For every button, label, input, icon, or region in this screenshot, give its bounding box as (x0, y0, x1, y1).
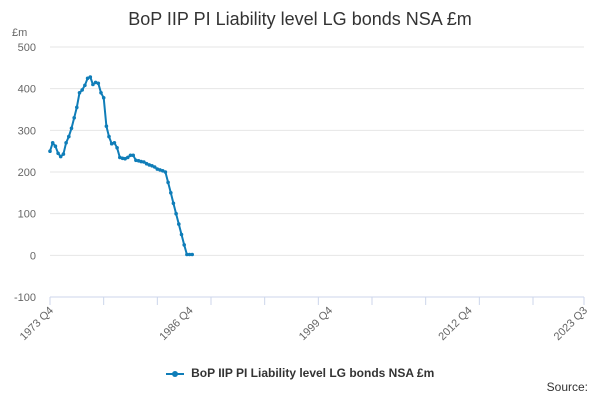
data-point (80, 88, 84, 92)
y-tick-label: -100 (14, 292, 36, 304)
y-tick-label: 500 (18, 42, 36, 54)
data-point (64, 141, 68, 145)
data-point (152, 165, 157, 169)
data-point (123, 156, 127, 161)
chart-title: BoP IIP PI Liability level LG bonds NSA … (128, 9, 472, 29)
y-tick-label: 300 (18, 125, 36, 137)
data-point (142, 160, 146, 164)
legend[interactable]: BoP IIP PI Liability level LG bonds NSA … (0, 366, 600, 380)
data-point (91, 82, 95, 87)
y-axis: £m 500 400 300 200 100 0 -100 (12, 27, 36, 304)
data-point (112, 141, 117, 145)
y-tick-label: 100 (18, 209, 36, 221)
data-point (177, 222, 181, 226)
data-point (128, 153, 133, 158)
x-tick-label: 1986 Q4 (157, 305, 195, 343)
data-point (190, 252, 194, 257)
data-point (58, 154, 63, 159)
y-axis-unit-label: £m (12, 27, 27, 39)
data-point (126, 155, 130, 160)
legend-label: BoP IIP PI Liability level LG bonds NSA … (191, 366, 435, 380)
data-point (163, 170, 168, 174)
series-layer (48, 75, 194, 257)
data-point (171, 201, 176, 206)
data-point (118, 155, 122, 160)
data-point (85, 76, 90, 81)
data-point (67, 134, 71, 139)
source-label: Source: (546, 380, 588, 394)
data-point (115, 146, 119, 150)
data-point (101, 96, 106, 100)
data-point (93, 80, 98, 85)
data-point (169, 191, 173, 195)
data-point (50, 141, 55, 145)
data-point (182, 243, 186, 247)
data-point (107, 134, 111, 139)
gridlines (50, 46, 584, 298)
data-point (131, 153, 135, 158)
data-point (185, 252, 189, 257)
data-point (158, 168, 162, 172)
data-point (99, 91, 103, 95)
data-point (179, 232, 184, 237)
data-point (96, 81, 101, 86)
data-point (104, 124, 109, 128)
series-line (49, 76, 193, 256)
data-point (134, 158, 138, 163)
y-tick-label: 0 (30, 250, 36, 262)
data-point (174, 211, 178, 216)
y-tick-label: 200 (18, 167, 36, 179)
data-point (187, 252, 192, 257)
data-point (61, 152, 66, 156)
x-tick-label: 2023 Q3 (552, 305, 590, 343)
data-point (150, 164, 154, 168)
data-point (72, 116, 76, 120)
data-point (139, 159, 143, 164)
data-point (75, 105, 79, 110)
data-point (166, 180, 170, 185)
x-axis: 1973 Q4 1986 Q4 1999 Q4 2012 Q4 2023 Q3 (18, 296, 590, 343)
data-point (144, 161, 149, 166)
data-point (48, 149, 52, 153)
legend-marker-icon (171, 370, 178, 377)
data-point (83, 83, 87, 88)
data-point (69, 126, 74, 131)
y-tick-label: 400 (18, 84, 36, 96)
data-point (56, 151, 60, 156)
data-point (53, 144, 58, 148)
legend-swatch (165, 369, 184, 379)
data-point (155, 167, 160, 171)
data-point (88, 75, 93, 79)
data-point (109, 141, 114, 146)
x-tick-label: 1973 Q4 (18, 305, 56, 343)
x-tick-label: 1999 Q4 (297, 305, 335, 343)
data-point (160, 169, 165, 173)
data-point (77, 91, 82, 95)
x-tick-label: 2012 Q4 (436, 305, 474, 343)
